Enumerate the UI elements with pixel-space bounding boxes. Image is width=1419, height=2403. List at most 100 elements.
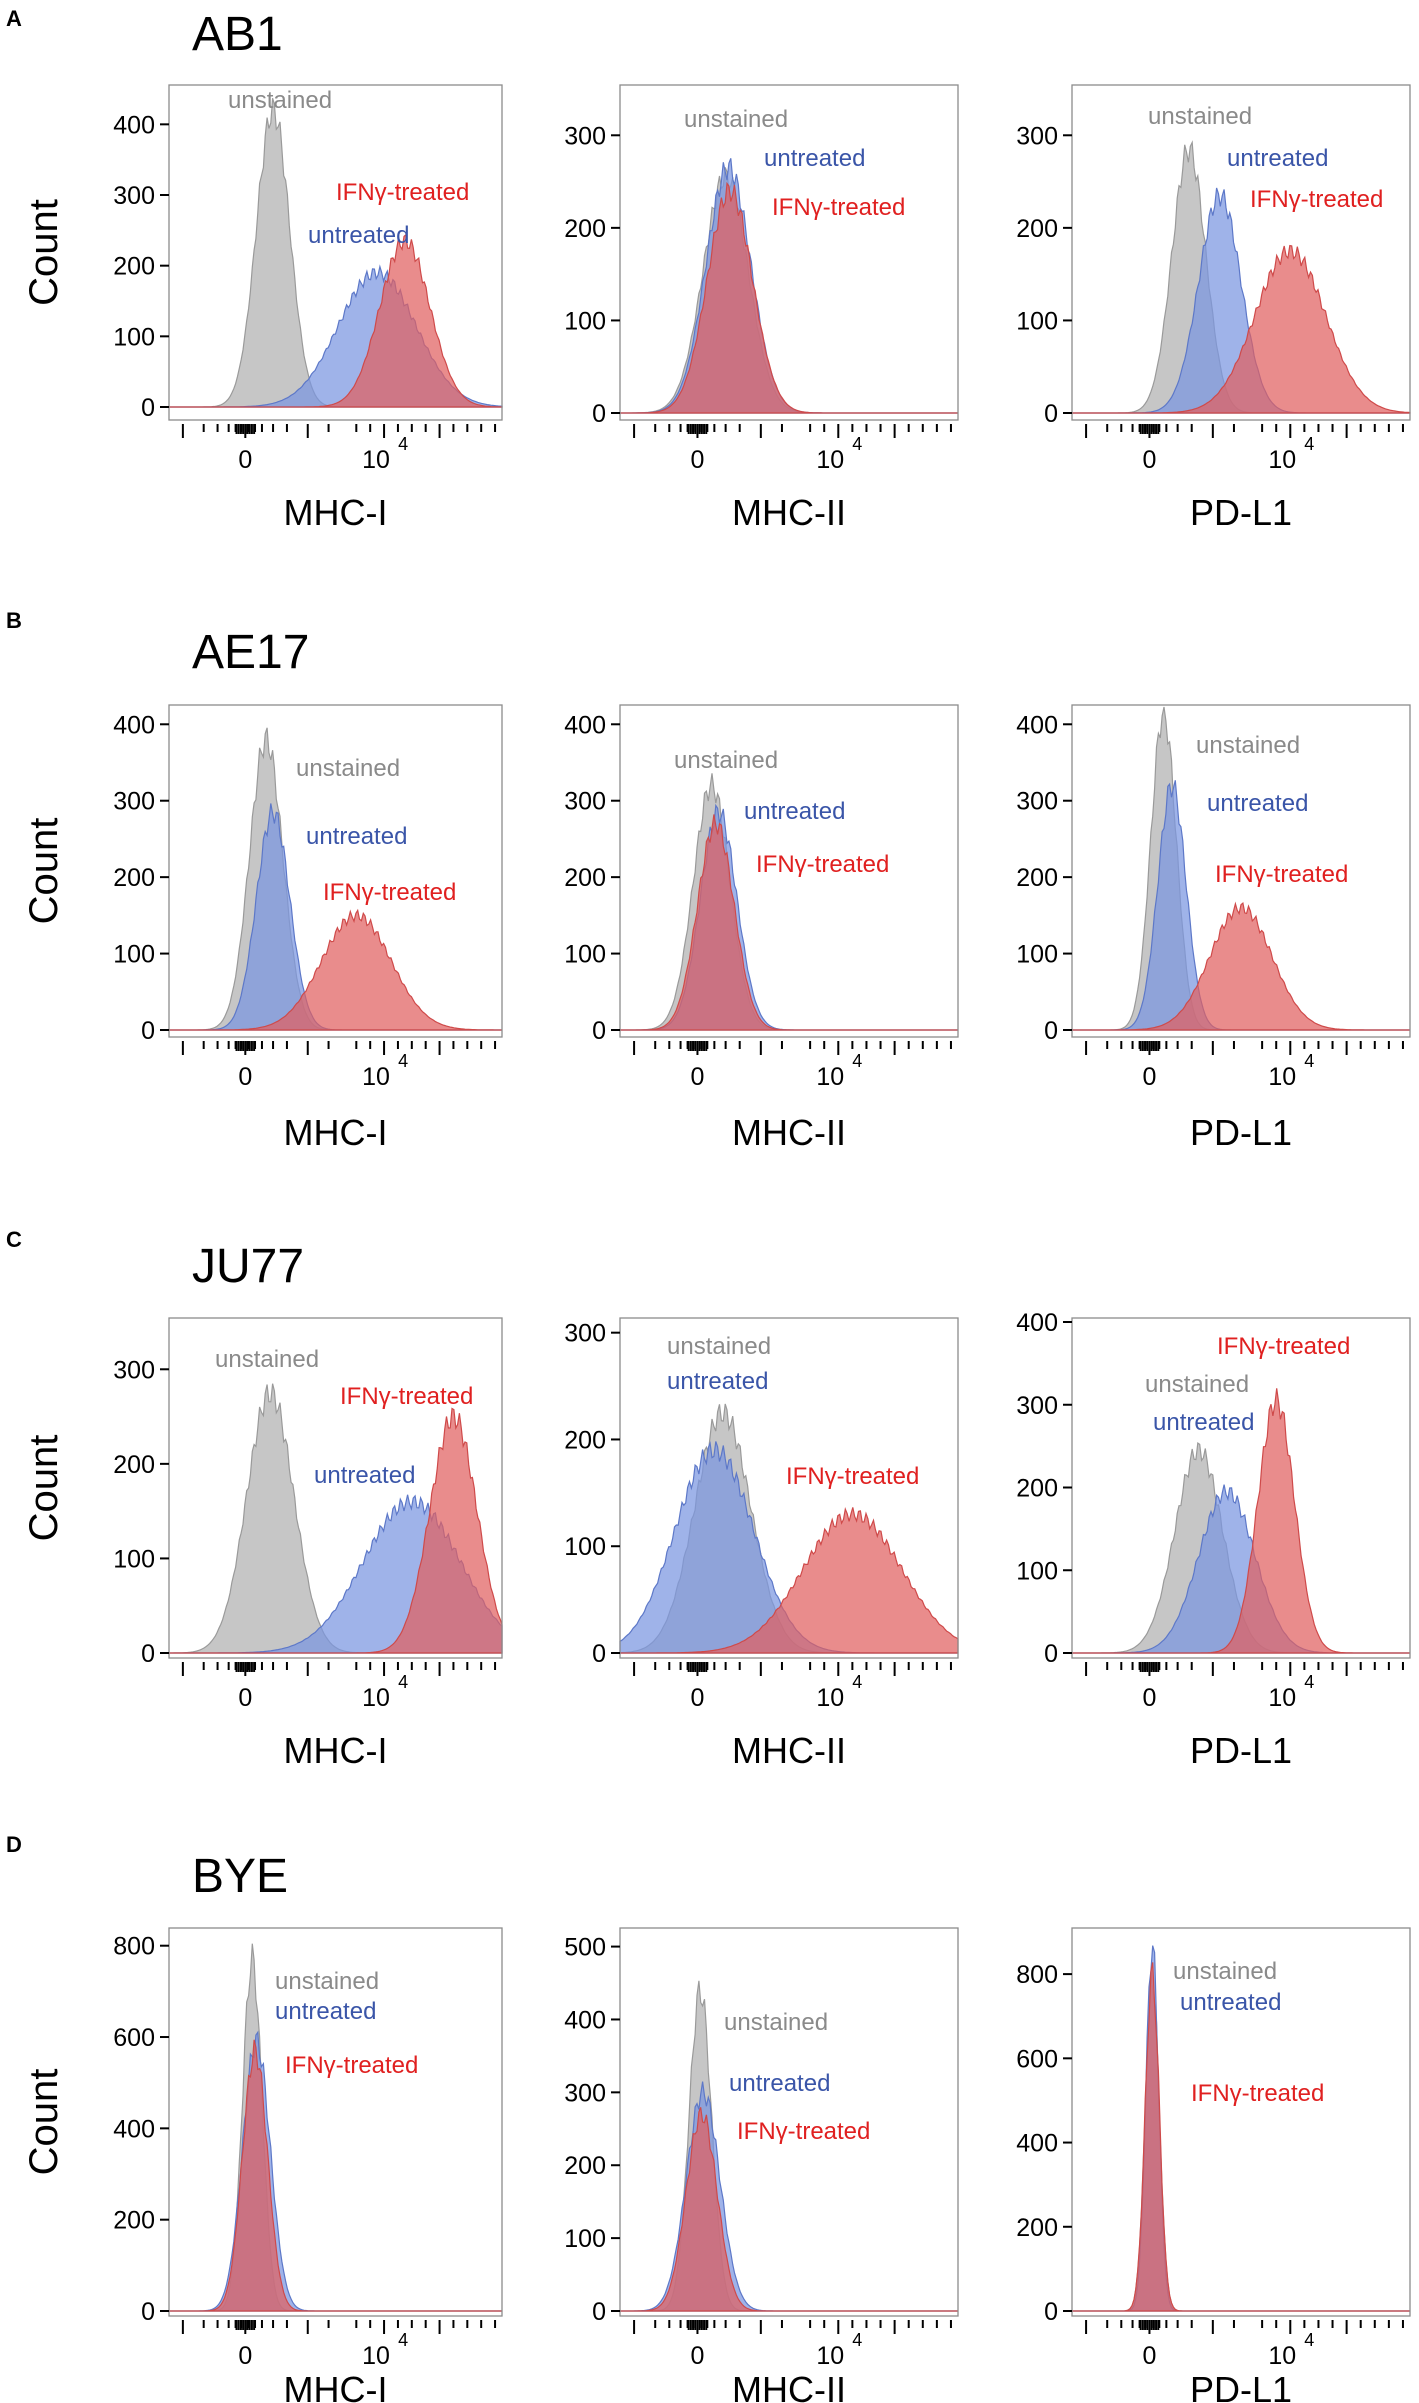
x-tick-label-ten: 10 [362,2342,390,2370]
x-tick-exponent: 4 [852,2330,862,2350]
panel-ab1-pd-l1: 0 100 200 300 0 10 4 PD-L1 unstained untreated IFN… [1016,84,1411,533]
y-tick-label: 100 [564,307,606,335]
plot-frame [1071,1927,1411,2317]
histogram-ifng-treated [169,2039,502,2312]
x-tick-exponent: 4 [398,434,408,454]
label-untreated: untreated [1153,1409,1254,1436]
label-unstained: unstained [228,87,332,114]
x-tick-label-zero: 0 [691,446,705,474]
histogram-ifng-treated [1072,901,1410,1031]
x-tick-label-zero: 0 [238,1684,252,1712]
y-tick-label: 0 [1044,1017,1058,1045]
label-ifng: IFNγ-treated [1191,2080,1324,2107]
y-tick-label: 100 [564,1533,606,1561]
y-tick-label: 0 [141,394,155,422]
x-tick-label-zero: 0 [691,1684,705,1712]
y-tick-label: 400 [564,711,606,739]
histogram-ifng-treated [1072,1388,1410,1654]
label-untreated: untreated [306,823,407,850]
y-tick-label: 300 [113,788,155,816]
y-tick-label: 300 [113,182,155,210]
y-tick-label: 0 [1044,400,1058,428]
y-tick-label: 400 [113,111,155,139]
x-axis-ticks [633,1662,952,1676]
histogram-ifng-treated [620,1506,959,1654]
x-axis-label: PD-L1 [1190,1730,1292,1771]
y-tick-label: 0 [141,2298,155,2326]
y-tick-label: 600 [113,2024,155,2052]
label-untreated: untreated [667,1368,768,1395]
panel-ju77-mhc-i: 0 100 200 300 0 10 4 MHC-I unstained untreated IFN… [113,1317,503,1771]
label-unstained: unstained [1196,732,1300,759]
y-axis-label: Count [22,1435,66,1542]
x-tick-label-zero: 0 [238,2342,252,2370]
label-ifng: IFNγ-treated [285,2052,418,2079]
label-ifng: IFNγ-treated [340,1383,473,1410]
x-axis-label: MHC-I [284,492,388,533]
histogram-ifng-treated [620,181,958,414]
panel-title: JU77 [192,1240,304,1293]
y-tick-label: 0 [592,400,606,428]
y-tick-label: 800 [1016,1961,1058,1989]
histogram-ifng-treated [169,1407,503,1654]
y-tick-label: 200 [564,215,606,243]
label-unstained: unstained [674,747,778,774]
x-axis-label: MHC-I [284,2369,388,2403]
x-tick-label-zero: 0 [1143,446,1157,474]
panel-ae17-mhc-i: 0 100 200 300 400 0 10 4 MHC-I unstained untreated… [113,704,503,1153]
panel-ab1-mhc-i: 0 100 200 300 400 0 10 4 MHC-I unstained untreated… [113,84,503,533]
x-axis-label: MHC-I [284,1730,388,1771]
label-ifng: IFNγ-treated [1215,861,1348,888]
label-untreated: untreated [275,1998,376,2025]
y-axis-label: Count [22,818,66,925]
label-ifng: IFNγ-treated [772,194,905,221]
x-axis-ticks [181,1662,497,1676]
label-unstained: unstained [215,1346,319,1373]
y-tick-label: 300 [1016,122,1058,150]
y-tick-label: 0 [592,2298,606,2326]
x-axis-ticks [1085,2320,1404,2334]
panel-ae17-mhc-ii: 0 100 200 300 400 0 10 4 MHC-II unstained untreate… [564,704,959,1153]
x-tick-label-ten: 10 [1268,1684,1296,1712]
y-tick-label: 200 [113,253,155,281]
x-tick-label-ten: 10 [362,1684,390,1712]
x-tick-exponent: 4 [852,1672,862,1692]
label-unstained: unstained [1145,1371,1249,1398]
histogram-ifng-treated [1072,244,1411,414]
y-axis-label: Count [22,199,66,306]
panel-letter: D [6,1832,22,1857]
y-tick-label: 200 [1016,215,1058,243]
y-tick-label: 0 [141,1017,155,1045]
y-tick-label: 300 [1016,1392,1058,1420]
label-unstained: unstained [724,2009,828,2036]
label-untreated: untreated [764,145,865,172]
y-tick-label: 300 [564,788,606,816]
plot-frame [619,1317,959,1659]
y-tick-label: 300 [1016,788,1058,816]
y-tick-label: 400 [113,2115,155,2143]
panel-letter: A [6,6,22,31]
x-axis-ticks [1085,1041,1404,1055]
x-axis-ticks [633,424,952,438]
panel-bye-mhc-i: 0 200 400 600 800 0 10 4 MHC-I unstained untreated… [113,1927,503,2403]
label-ifng: IFNγ-treated [737,2118,870,2145]
x-axis-label: MHC-II [732,1730,846,1771]
y-tick-label: 600 [1016,2045,1058,2073]
y-tick-label: 500 [564,1934,606,1962]
y-tick-label: 0 [1044,1640,1058,1668]
plot-frame [168,1317,503,1659]
x-axis-ticks [181,2320,497,2334]
label-unstained: unstained [667,1333,771,1360]
plot-frame [168,704,503,1038]
panel-ju77-pd-l1: 0 100 200 300 400 0 10 4 PD-L1 IFNγ-treated unstai… [1016,1309,1411,1771]
y-tick-label: 300 [564,1320,606,1348]
x-axis-label: PD-L1 [1190,492,1292,533]
label-ifng: IFNγ-treated [786,1463,919,1490]
x-tick-exponent: 4 [852,434,862,454]
x-tick-exponent: 4 [1304,1051,1314,1071]
histogram-ifng-treated [169,233,503,408]
label-ifng: IFNγ-treated [323,879,456,906]
histogram-unstained [1072,1972,1410,2312]
y-tick-label: 200 [564,2152,606,2180]
